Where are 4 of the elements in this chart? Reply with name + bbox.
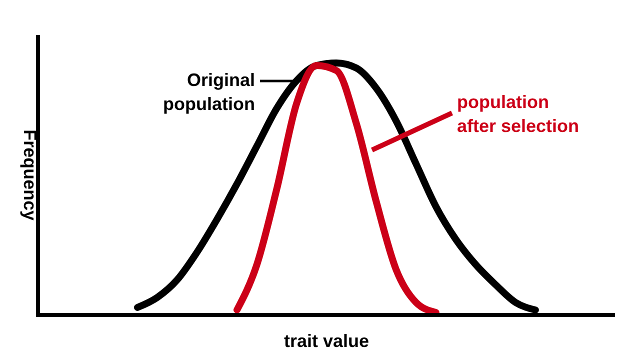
text: population after selection <box>457 92 580 136</box>
y-axis-title: Frequency <box>20 129 40 221</box>
x-axis-title: trait value <box>284 331 370 351</box>
legend-label: Original population <box>163 70 255 114</box>
